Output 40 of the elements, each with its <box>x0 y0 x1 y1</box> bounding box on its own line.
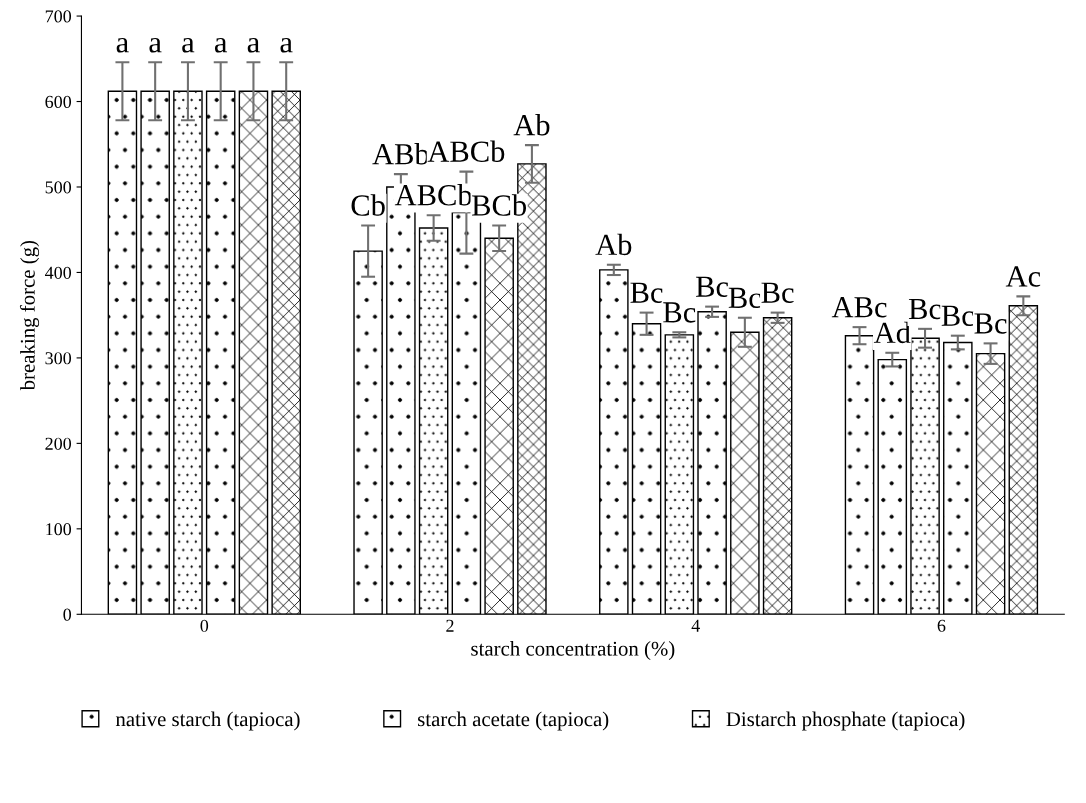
data-label: ABCb <box>427 140 505 162</box>
data-label: BCb <box>472 194 527 216</box>
data-label: Bc <box>663 302 696 323</box>
y-axis-title: breaking force (g) <box>19 240 40 391</box>
y-tick-label: 700 <box>45 10 72 23</box>
y-tick-label: 100 <box>46 523 72 536</box>
x-tick-label: 4 <box>691 619 700 632</box>
data-label: a <box>247 37 260 53</box>
x-axis-title: starch concentration (%) <box>471 641 675 660</box>
data-label: a <box>280 37 293 53</box>
data-label: Ac <box>1005 266 1041 287</box>
legend-label: native starch (tapioca) <box>115 711 300 731</box>
data-label: Ab <box>513 113 550 136</box>
y-tick-label: 0 <box>63 608 72 621</box>
data-label: a <box>149 37 162 53</box>
x-tick-label: 0 <box>200 619 209 632</box>
data-label: Ab <box>595 233 632 256</box>
legend-label: Distarch phosphate (tapioca) <box>726 711 965 731</box>
data-label: ABCb <box>394 184 472 206</box>
data-label: ABc <box>831 297 887 318</box>
data-label: Bc <box>728 287 761 309</box>
data-label: a <box>182 37 195 53</box>
data-label: Bc <box>696 276 729 298</box>
data-label: Cb <box>351 194 385 216</box>
data-label: Bc <box>908 298 942 320</box>
data-label: Bc <box>630 282 663 303</box>
data-label: Ad <box>873 321 911 344</box>
data-label: Bc <box>974 313 1007 334</box>
y-tick-label: 500 <box>45 181 72 194</box>
data-label: Bc <box>941 305 974 327</box>
data-label: Bc <box>761 282 794 303</box>
data-label: a <box>116 37 129 53</box>
y-tick-label: 200 <box>45 437 72 450</box>
x-tick-label: 2 <box>446 619 454 632</box>
data-label: a <box>214 37 228 53</box>
y-tick-label: 600 <box>45 95 72 108</box>
y-tick-label: 300 <box>45 352 72 365</box>
y-tick-label: 400 <box>45 266 72 279</box>
x-tick-label: 6 <box>937 619 946 632</box>
legend-label: starch acetate (tapioca) <box>418 711 609 731</box>
